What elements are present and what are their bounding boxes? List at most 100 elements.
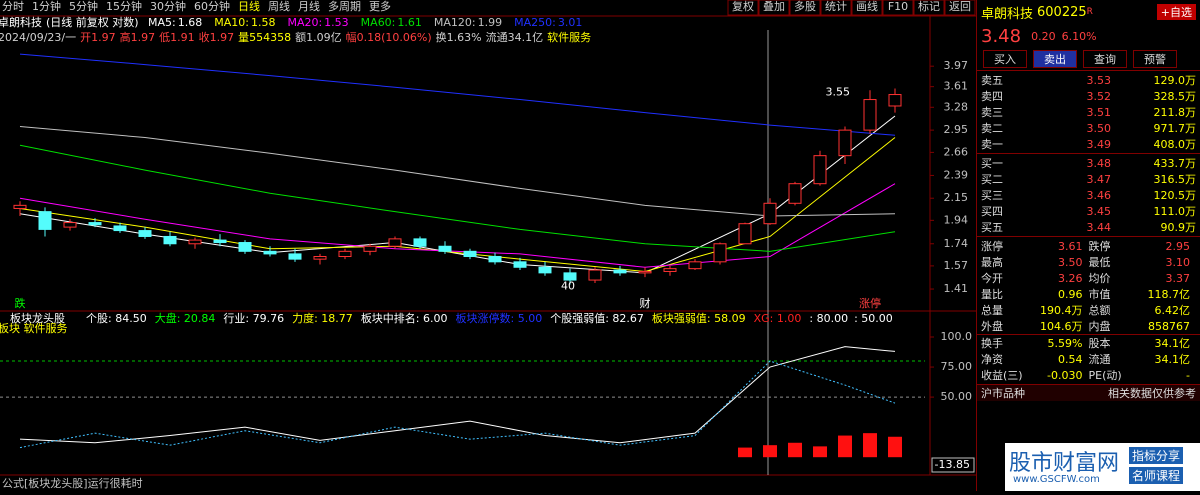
order-price: 3.48	[1086, 156, 1112, 170]
action-row: 买入 卖出 查询 预警	[977, 48, 1200, 70]
toolbar-button[interactable]	[944, 0, 976, 16]
indicator-value: 力度: 18.77	[292, 311, 353, 325]
action-button[interactable]: 买入	[983, 50, 1027, 68]
action-button[interactable]: 卖出	[1033, 50, 1077, 68]
stat-value: 3.26	[1058, 271, 1083, 285]
candle-body	[313, 256, 327, 260]
stats-row: 最高 3.50 最低 3.10	[977, 254, 1200, 270]
candle-body	[263, 250, 277, 255]
order-volume: 111.0万	[1153, 205, 1197, 218]
order-label: 买三	[981, 189, 1003, 202]
indicator-line	[19, 360, 896, 449]
order-row: 卖三 3.51 211.8万	[977, 104, 1200, 120]
candle-body	[113, 225, 127, 232]
stat-label: 总额	[1088, 304, 1111, 317]
annotation: 3.55	[826, 85, 851, 98]
indicator-value: 个股强弱值: 82.67	[550, 312, 644, 325]
add-watch[interactable]: +自选	[1156, 4, 1196, 20]
toolbar-button[interactable]	[789, 0, 821, 16]
info-text: 换1.63%	[436, 30, 482, 44]
period-tab[interactable]: 周线	[268, 0, 290, 13]
quote-header: 卓朗科技 600225 R +自选	[977, 0, 1200, 24]
action-button[interactable]: 预警	[1133, 50, 1177, 68]
y-tick-label: 3.61	[944, 80, 969, 93]
order-volume: 433.7万	[1153, 157, 1197, 170]
annotation: 40	[561, 280, 575, 293]
period-tab[interactable]: 30分钟	[150, 0, 186, 13]
candle-body	[888, 94, 902, 107]
period-tab[interactable]: 60分钟	[194, 0, 230, 13]
y-tick-label: 75.00	[941, 360, 973, 373]
candle-body	[163, 235, 177, 245]
order-volume: 328.5万	[1153, 90, 1197, 103]
toolbar-button-label: 复权	[732, 0, 754, 13]
legend-label: MA120:	[434, 16, 476, 29]
action-button[interactable]: 查询	[1083, 50, 1127, 68]
price: 3.48	[981, 25, 1022, 47]
period-tab[interactable]: 1分钟	[32, 0, 61, 13]
candle-body	[688, 261, 702, 270]
candle-body	[388, 238, 402, 247]
legend-label: MA60:	[361, 16, 396, 29]
watermark-tag: 指标分享	[1129, 447, 1184, 464]
order-label: 卖五	[981, 74, 1003, 87]
toolbar-button[interactable]	[913, 0, 945, 16]
info-text: 低1.91	[159, 31, 195, 44]
legend-value: 1.53	[324, 16, 349, 29]
indicator-line	[19, 346, 896, 444]
stat-label: 最低	[1088, 256, 1111, 269]
order-label: 买一	[981, 157, 1003, 170]
info-text: 收1.97	[199, 30, 235, 44]
period-tab[interactable]: 5分钟	[69, 0, 98, 13]
candle-body	[588, 269, 602, 281]
info-text: 高1.97	[120, 30, 156, 44]
y-tick-label: 1.94	[944, 213, 969, 226]
stat-label: 收益(三)	[981, 369, 1023, 382]
event-marker: 财	[640, 296, 651, 310]
indicator-value: : 80.00	[809, 312, 848, 325]
period-tab[interactable]: 15分钟	[106, 0, 142, 13]
market: 沪市品种	[981, 387, 1025, 400]
order-label: 卖一	[981, 138, 1003, 151]
toolbar-button[interactable]	[882, 0, 914, 16]
watermark-url: www.GSCFW.com	[1013, 474, 1100, 485]
candle-body	[488, 256, 502, 263]
legend-label: MA5:	[148, 16, 176, 29]
toolbar-button[interactable]	[727, 0, 759, 16]
indicator-bar	[863, 433, 877, 458]
indicator-bar	[763, 445, 777, 458]
toolbar-button[interactable]	[851, 0, 883, 16]
period-tab[interactable]: 分时	[2, 0, 24, 13]
candle-body	[663, 268, 677, 272]
stat-value: 34.1亿	[1154, 353, 1191, 366]
stat-value: 6.42亿	[1154, 304, 1191, 317]
candle-body	[138, 230, 152, 237]
candle-body	[563, 272, 577, 281]
period-tab[interactable]: 月线	[298, 0, 320, 13]
indicator-title: 板块龙头股	[10, 311, 65, 325]
stat-label: 内盘	[1088, 320, 1111, 333]
panel-footer: 沪市品种 相关数据仅供参考	[977, 384, 1200, 401]
stat-value: 2.95	[1165, 239, 1191, 253]
toolbar-button-label: 统计	[825, 0, 847, 13]
toolbar-button[interactable]	[820, 0, 852, 16]
stat-value: -	[1186, 368, 1190, 382]
candle-body	[813, 155, 827, 185]
toolbar-button[interactable]	[758, 0, 790, 16]
stat-label: 最高	[981, 256, 1003, 269]
stat-label: 均价	[1088, 272, 1111, 285]
legend-value: 1.58	[251, 16, 276, 29]
stats-row: 净资 0.54 流通 34.1亿	[977, 351, 1200, 367]
info-text: 软件服务	[547, 30, 591, 44]
info-text: 额1.09亿	[295, 31, 342, 44]
period-tab[interactable]: 多周期	[328, 0, 361, 13]
notice: 相关数据仅供参考	[1108, 387, 1196, 400]
candle-body	[238, 242, 252, 252]
period-tab[interactable]: 更多	[369, 0, 391, 13]
order-label: 卖二	[981, 122, 1003, 135]
order-row: 卖二 3.50 971.7万	[977, 120, 1200, 136]
stats-row: 总量 190.4万 总额 6.42亿	[977, 302, 1200, 318]
change: 0.20	[1031, 29, 1056, 43]
period-tab[interactable]: 日线	[238, 0, 260, 13]
